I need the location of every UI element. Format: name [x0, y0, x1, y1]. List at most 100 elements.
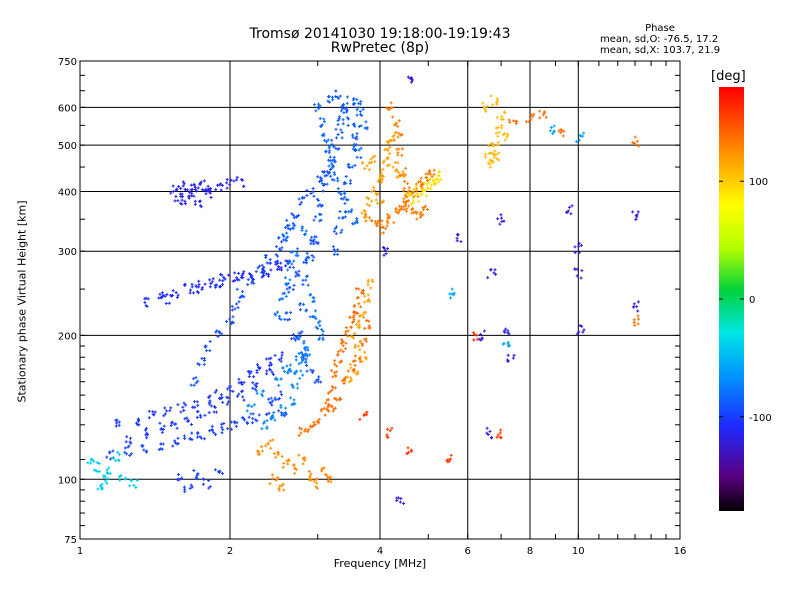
data-point	[297, 197, 301, 201]
data-point	[416, 194, 420, 198]
data-point	[292, 213, 296, 217]
data-point	[322, 406, 326, 410]
data-point	[388, 429, 392, 433]
data-point	[279, 403, 283, 407]
data-point	[230, 304, 234, 308]
data-point	[495, 102, 499, 106]
data-point	[177, 473, 181, 477]
data-point	[115, 421, 119, 425]
data-point	[336, 187, 340, 191]
data-point	[288, 265, 292, 269]
data-point	[363, 350, 367, 354]
data-point	[100, 482, 104, 486]
data-point	[633, 141, 637, 145]
data-point	[485, 431, 489, 435]
data-point	[447, 459, 451, 463]
data-point	[319, 409, 323, 413]
data-point	[256, 266, 260, 270]
data-point	[201, 482, 205, 486]
data-point	[276, 261, 280, 265]
data-point	[173, 199, 177, 203]
data-point	[428, 169, 432, 173]
data-point	[499, 428, 503, 432]
data-point	[360, 211, 364, 215]
data-point	[353, 102, 357, 106]
data-point	[175, 426, 179, 430]
data-point	[636, 210, 640, 214]
data-point	[240, 294, 244, 298]
data-point	[367, 216, 371, 220]
data-point	[332, 229, 336, 233]
data-point	[348, 181, 352, 185]
data-point	[279, 318, 283, 322]
data-point	[218, 278, 222, 282]
data-point	[532, 112, 536, 116]
data-point	[573, 245, 577, 249]
data-point	[345, 108, 349, 112]
data-point	[261, 389, 265, 393]
data-point	[92, 459, 96, 463]
data-point	[349, 334, 353, 338]
data-point	[251, 421, 255, 425]
data-point	[269, 401, 273, 405]
data-point	[397, 131, 401, 135]
data-point	[198, 435, 202, 439]
data-point	[367, 161, 371, 165]
data-point	[326, 405, 330, 409]
data-point	[277, 486, 281, 490]
data-point	[383, 248, 387, 252]
data-point	[271, 399, 275, 403]
data-point	[505, 135, 509, 139]
data-point	[336, 176, 340, 180]
data-point	[231, 279, 235, 283]
data-point	[397, 119, 401, 123]
data-point	[208, 285, 212, 289]
data-point	[260, 275, 264, 279]
data-point	[220, 396, 224, 400]
data-point	[190, 485, 194, 489]
data-point	[344, 174, 348, 178]
data-point	[277, 451, 281, 455]
data-point	[312, 103, 316, 107]
data-point	[105, 455, 109, 459]
data-point	[193, 400, 197, 404]
data-point	[272, 410, 276, 414]
data-point	[313, 381, 317, 385]
data-point	[86, 461, 90, 465]
data-point	[202, 362, 206, 366]
data-point	[386, 435, 390, 439]
data-point	[126, 445, 130, 449]
data-point	[196, 186, 200, 190]
data-point	[385, 224, 389, 228]
data-point	[280, 246, 284, 250]
data-point	[360, 114, 364, 118]
data-point	[284, 225, 288, 229]
data-point	[192, 377, 196, 381]
data-point	[129, 436, 133, 440]
data-point	[291, 385, 295, 389]
data-point	[294, 354, 298, 358]
data-point	[318, 116, 322, 120]
data-point	[496, 134, 500, 138]
data-point	[372, 185, 376, 189]
data-point	[251, 278, 255, 282]
data-point	[475, 337, 479, 341]
data-point	[280, 351, 284, 355]
data-point	[402, 197, 406, 201]
data-point	[221, 279, 225, 283]
y-tick-label: 100	[58, 475, 77, 486]
data-point	[303, 429, 307, 433]
data-point	[312, 479, 316, 483]
data-point	[637, 317, 641, 321]
data-point	[367, 204, 371, 208]
data-point	[395, 496, 399, 500]
data-point	[264, 254, 268, 258]
data-point	[330, 95, 334, 99]
data-point	[208, 429, 212, 433]
data-point	[241, 395, 245, 399]
data-point	[188, 190, 192, 194]
data-point	[260, 263, 264, 267]
data-point	[291, 333, 295, 337]
data-point	[490, 435, 494, 439]
data-point	[191, 291, 195, 295]
